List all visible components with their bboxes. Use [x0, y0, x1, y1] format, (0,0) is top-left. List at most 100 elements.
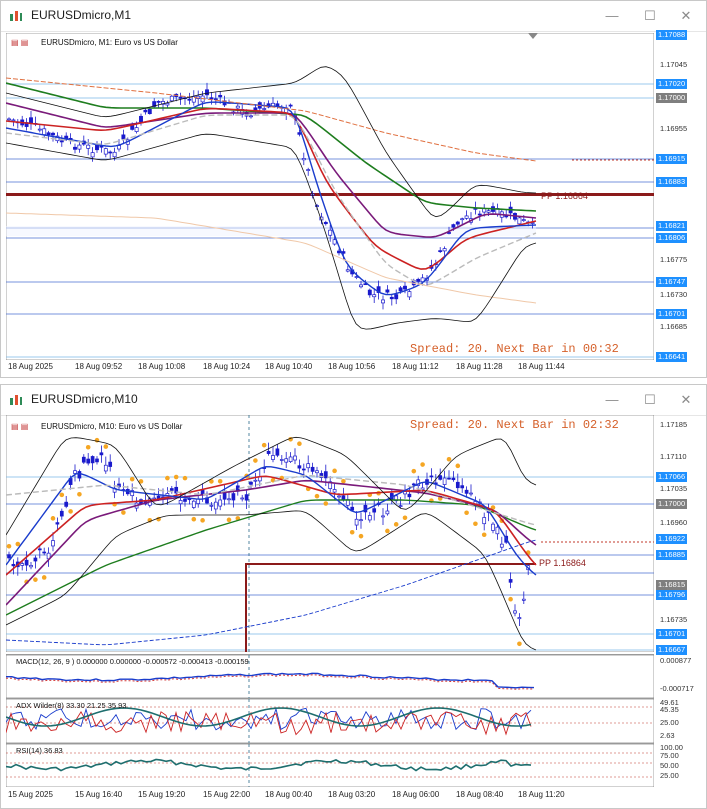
- adx-axis-label: 49.61: [660, 698, 679, 707]
- candle: [359, 519, 363, 522]
- adx-subwindow[interactable]: ADX Wilder(8) 33.30 21.25 35.93: [6, 698, 654, 743]
- price-axis[interactable]: 1.17185 1.17110 1.17066 1.17035 1.17000 1.169…: [654, 415, 706, 655]
- time-axis[interactable]: 15 Aug 2025 15 Aug 16:40 15 Aug 19:20 15 Au…: [6, 789, 654, 803]
- moving-average-blue: [6, 101, 537, 296]
- parabolic-sar-dot: [385, 528, 390, 534]
- price-axis-label: 1.16730: [660, 290, 688, 299]
- candle: [240, 497, 245, 500]
- parabolic-sar-dot: [41, 575, 47, 580]
- macd-axis[interactable]: 0.000877 -0.000717: [654, 654, 706, 697]
- candle: [275, 448, 280, 456]
- window-titlebar[interactable]: EURUSDmicro,M10 — ☐ ✕: [1, 385, 706, 416]
- candle: [77, 471, 82, 479]
- candle: [354, 518, 359, 526]
- candle: [491, 523, 495, 531]
- price-axis[interactable]: 1.17088 1.17045 1.17020 1.17000 1.16955 1.169…: [654, 30, 706, 362]
- parabolic-sar-dot: [490, 505, 496, 510]
- candle: [59, 140, 64, 143]
- time-axis-label: 18 Aug 2025: [8, 362, 53, 371]
- parabolic-sar-dot: [85, 444, 91, 450]
- candle: [231, 493, 236, 501]
- price-chart-m10[interactable]: ▤ ▤ EURUSDmicro, M10: Euro vs US Dollar S…: [6, 415, 654, 652]
- macd-subwindow[interactable]: MACD(12, 26, 9 ) 0.000000 0.000000 -0.00…: [6, 654, 654, 698]
- plot-frame: [6, 415, 654, 652]
- candle: [117, 145, 121, 150]
- candle: [90, 152, 95, 158]
- chart-window-icon: [9, 393, 23, 412]
- parabolic-sar-dot: [446, 456, 452, 462]
- candle: [477, 213, 482, 216]
- candle: [455, 221, 460, 225]
- rsi-canvas[interactable]: [6, 744, 654, 787]
- rsi-subwindow[interactable]: RSI(14) 36.83: [6, 743, 654, 787]
- candle: [7, 554, 11, 559]
- candle: [508, 579, 513, 583]
- candle: [495, 526, 500, 535]
- candle: [213, 501, 218, 510]
- time-axis-label: 18 Aug 10:56: [328, 362, 376, 371]
- rsi-line: [6, 758, 532, 772]
- maximize-icon[interactable]: ☐: [644, 392, 656, 407]
- candle: [209, 97, 214, 100]
- chart-header-icons[interactable]: ▤ ▤: [11, 38, 29, 47]
- price-chart-m1[interactable]: ▤ ▤ EURUSDmicro, M1: Euro vs US Dollar PP…: [6, 33, 654, 360]
- candle: [55, 522, 60, 525]
- rsi-axis[interactable]: 100.00 75.00 50.00 25.00: [654, 743, 706, 786]
- plot-frame: [6, 744, 654, 787]
- adx-canvas[interactable]: [6, 699, 654, 743]
- chart-header-icons[interactable]: ▤ ▤: [11, 422, 29, 431]
- candle: [323, 221, 328, 225]
- parabolic-sar-dot: [332, 468, 337, 474]
- candle: [323, 471, 328, 479]
- minimize-icon[interactable]: —: [605, 8, 619, 23]
- candle: [451, 224, 456, 228]
- spread-info: Spread: 20. Next Bar in 02:32: [410, 418, 619, 432]
- rsi-axis-label: 25.00: [660, 771, 679, 780]
- candle: [442, 248, 447, 252]
- price-axis-label: 1.17000: [656, 499, 688, 509]
- candle: [398, 287, 403, 292]
- candle: [460, 485, 465, 489]
- candle: [521, 598, 526, 601]
- candle: [288, 104, 293, 107]
- candle: [112, 151, 117, 158]
- candle: [372, 294, 377, 298]
- candle: [86, 458, 91, 464]
- candle: [513, 610, 517, 614]
- candle: [143, 109, 148, 113]
- candle: [464, 489, 469, 494]
- window-title: EURUSDmicro,M10: [31, 392, 138, 406]
- minimize-icon[interactable]: —: [605, 392, 619, 407]
- time-axis[interactable]: 18 Aug 2025 18 Aug 09:52 18 Aug 10:08 18 Au…: [6, 361, 654, 375]
- macd-canvas[interactable]: [6, 655, 654, 698]
- time-axis-label: 18 Aug 03:20: [328, 790, 376, 799]
- candle: [306, 169, 311, 171]
- price-axis-label: 1.16641: [656, 352, 688, 362]
- candle: [297, 132, 302, 135]
- price-axis-label: 1.17066: [656, 472, 688, 482]
- price-chart-canvas[interactable]: [6, 415, 654, 652]
- chart-window-icon: [9, 9, 23, 28]
- window-titlebar[interactable]: EURUSDmicro,M1 — ☐ ✕: [1, 1, 706, 32]
- rsi-axis-label: 100.00: [660, 743, 683, 752]
- macd-signal-line: [6, 674, 535, 690]
- time-axis-label: 15 Aug 19:20: [138, 790, 186, 799]
- candle: [77, 144, 82, 150]
- maximize-icon[interactable]: ☐: [644, 8, 656, 23]
- candle: [213, 98, 218, 101]
- candle: [315, 470, 319, 474]
- price-axis-label: 1.17035: [660, 484, 688, 493]
- price-chart-canvas[interactable]: [6, 33, 654, 360]
- candle: [152, 101, 157, 107]
- adx-axis[interactable]: 49.61 45.35 25.00 2.63: [654, 698, 706, 742]
- chart-header: ▤ ▤ EURUSDmicro, M10: Euro vs US Dollar: [11, 422, 182, 431]
- parabolic-sar-dot: [323, 501, 329, 506]
- close-icon[interactable]: ✕: [680, 392, 692, 407]
- candle: [319, 473, 324, 478]
- candle: [381, 515, 385, 518]
- moving-average-green: [6, 499, 537, 616]
- candle: [315, 205, 319, 207]
- close-icon[interactable]: ✕: [680, 8, 692, 23]
- time-axis-label: 18 Aug 11:28: [456, 362, 503, 371]
- candle: [169, 95, 174, 102]
